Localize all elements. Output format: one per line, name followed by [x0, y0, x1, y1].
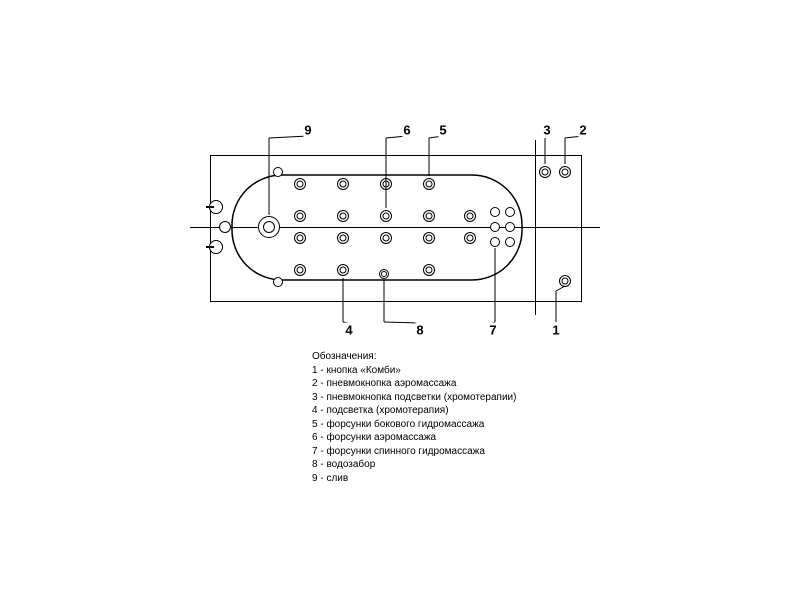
legend-item: 1 - кнопка «Комби» — [312, 364, 516, 378]
callout-6: 6 — [402, 123, 411, 138]
legend-item: 8 - водозабор — [312, 458, 516, 472]
aero-jet — [337, 232, 349, 244]
bathtub-diagram: 1 2 3 4 5 6 7 8 9 Обозначения: 1 - кнопка «Комби… — [0, 0, 800, 600]
callout-7: 7 — [488, 323, 497, 338]
chromo-light — [273, 277, 283, 287]
back-hydro-jet — [505, 222, 515, 232]
aero-jet — [423, 232, 435, 244]
back-hydro-jet — [490, 207, 500, 217]
side-hydro-jet — [380, 178, 392, 190]
callout-5: 5 — [438, 123, 447, 138]
back-hydro-jet — [490, 222, 500, 232]
callout-1: 1 — [551, 323, 560, 338]
side-hydro-jet — [423, 264, 435, 276]
aero-jet — [423, 210, 435, 222]
drain — [258, 216, 280, 238]
legend-item: 7 - форсунки спинного гидромассажа — [312, 445, 516, 459]
legend-item: 4 - подсветка (хромотерапия) — [312, 404, 516, 418]
legend-item: 2 - пневмокнопка аэромассажа — [312, 377, 516, 391]
back-hydro-jet — [505, 207, 515, 217]
pneumo-aero-button — [559, 166, 571, 178]
combi-button — [559, 275, 571, 287]
back-hydro-jet — [490, 237, 500, 247]
side-hydro-jet — [294, 264, 306, 276]
callout-9: 9 — [303, 123, 312, 138]
side-hydro-jet — [337, 178, 349, 190]
legend-items: 1 - кнопка «Комби»2 - пневмокнопка аэром… — [312, 364, 516, 486]
water-intake — [379, 269, 389, 279]
aero-jet — [380, 210, 392, 222]
callout-2: 2 — [578, 123, 587, 138]
legend-item: 9 - слив — [312, 472, 516, 486]
chromo-light — [273, 167, 283, 177]
aero-jet — [464, 232, 476, 244]
callout-3: 3 — [542, 123, 551, 138]
legend-title: Обозначения: — [312, 350, 516, 364]
legend-item: 6 - форсунки аэромассажа — [312, 431, 516, 445]
aero-jet — [337, 210, 349, 222]
legend-item: 3 - пневмокнопка подсветки (хромотерапии… — [312, 391, 516, 405]
callout-4: 4 — [344, 323, 353, 338]
callout-8: 8 — [415, 323, 424, 338]
back-hydro-jet — [505, 237, 515, 247]
legend-item: 5 - форсунки бокового гидромассажа — [312, 418, 516, 432]
legend: Обозначения: 1 - кнопка «Комби»2 - пневм… — [312, 350, 516, 485]
side-hydro-jet — [337, 264, 349, 276]
side-hydro-jet — [294, 178, 306, 190]
aero-jet — [294, 210, 306, 222]
aero-jet — [464, 210, 476, 222]
pneumo-light-button — [539, 166, 551, 178]
aero-jet — [380, 232, 392, 244]
aero-jet — [294, 232, 306, 244]
side-hydro-jet — [423, 178, 435, 190]
faucet-spout — [219, 221, 231, 233]
